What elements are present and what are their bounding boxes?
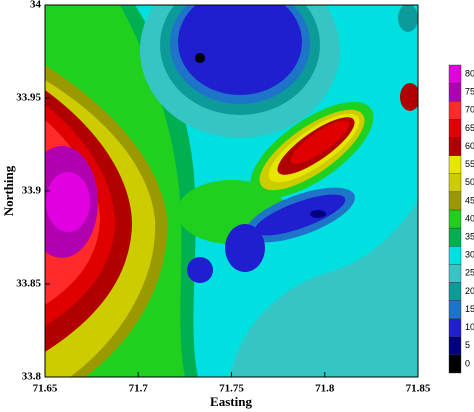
contour-region [187, 257, 213, 283]
x-tick-label: 71.75 [219, 383, 244, 395]
colorbar-label: 20 [465, 286, 474, 296]
colorbar-label: 75 [465, 87, 474, 97]
y-tick-label: 33.8 [22, 371, 42, 383]
colorbar-swatch [448, 82, 462, 102]
y-tick-label: 33.95 [16, 92, 41, 104]
colorbar-label: 15 [465, 304, 474, 314]
colorbar-label: 50 [465, 177, 474, 187]
colorbar-swatch [448, 101, 462, 120]
contour-region [400, 83, 418, 111]
y-tick-label: 33.9 [22, 185, 42, 197]
contour-region [290, 120, 350, 164]
colorbar-label: 30 [465, 250, 474, 260]
colorbar-label: 10 [465, 322, 474, 332]
colorbar-label: 25 [465, 268, 474, 278]
x-tick-label: 71.8 [315, 383, 335, 395]
colorbar-swatch [448, 300, 462, 319]
contour-region [398, 5, 418, 32]
colorbar-swatch [448, 264, 462, 283]
contour-region [195, 53, 205, 63]
y-tick-label: 33.85 [16, 278, 41, 290]
contour-region [225, 224, 265, 272]
contour-region [230, 200, 418, 377]
colorbar-label: 80 [465, 68, 474, 78]
colorbar-label: 60 [465, 141, 474, 151]
colorbar-swatch [448, 318, 462, 337]
colorbar-swatch [448, 245, 462, 265]
x-tick-label: 71.65 [33, 383, 58, 395]
contour-region [46, 172, 90, 232]
colorbar-swatch [448, 119, 462, 138]
contour-region [178, 5, 302, 95]
colorbar-swatch [448, 209, 462, 229]
colorbar-swatch [448, 155, 462, 174]
contour-field [45, 5, 418, 377]
colorbar-label: 40 [465, 213, 474, 223]
y-tick-label: 34 [30, 0, 42, 11]
colorbar-label: 35 [465, 231, 474, 241]
colorbar-swatch [448, 173, 462, 193]
x-axis-title: Easting [210, 394, 252, 409]
colorbar-swatch [448, 336, 462, 356]
colorbar-label: 65 [465, 123, 474, 133]
colorbar-label: 55 [465, 159, 474, 169]
x-tick-label: 71.85 [406, 383, 431, 395]
contour-region [310, 210, 326, 218]
colorbar-swatch [448, 191, 462, 211]
colorbar-swatch [448, 354, 462, 374]
colorbar-label: 70 [465, 105, 474, 115]
colorbar-swatch [448, 227, 462, 247]
colorbar-label: 0 [465, 358, 470, 368]
x-tick-label: 71.7 [129, 383, 149, 395]
colorbar-label: 5 [465, 340, 470, 350]
contour-region [254, 194, 346, 236]
y-axis-title: Northing [1, 165, 16, 216]
colorbar-swatch [448, 282, 462, 301]
colorbar-swatch [448, 64, 462, 84]
colorbar-swatch [448, 137, 462, 156]
colorbar-label: 45 [465, 195, 474, 205]
